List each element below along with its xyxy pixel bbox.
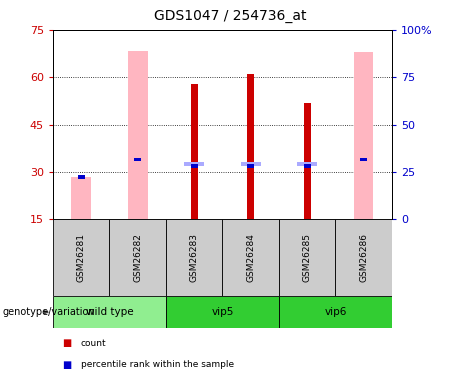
Bar [71,177,91,219]
Bar [166,219,222,296]
Bar [247,74,254,219]
Bar [184,162,204,166]
Bar [128,51,148,219]
Text: genotype/variation: genotype/variation [2,307,95,317]
Bar [53,296,166,328]
Bar [134,158,141,161]
Text: GSM26284: GSM26284 [246,233,255,282]
Bar [53,219,110,296]
Bar [191,84,198,219]
Text: GSM26285: GSM26285 [302,233,312,282]
Bar [304,164,311,168]
Bar [297,162,317,166]
Text: GSM26286: GSM26286 [359,233,368,282]
Bar [335,219,392,296]
Bar [304,103,311,219]
Text: ■: ■ [62,360,71,370]
Bar [354,52,373,219]
Bar [110,219,166,296]
Text: GSM26283: GSM26283 [189,233,199,282]
Text: GSM26281: GSM26281 [77,233,86,282]
Text: ■: ■ [62,338,71,348]
Bar [222,219,279,296]
Text: wild type: wild type [86,307,133,317]
Bar [191,164,198,168]
Bar [360,158,367,161]
Text: vip6: vip6 [324,307,347,317]
Bar [247,164,254,168]
Bar [78,175,85,178]
Text: count: count [81,339,106,348]
Bar [279,296,392,328]
Bar [279,219,336,296]
Bar [241,162,260,166]
Text: percentile rank within the sample: percentile rank within the sample [81,360,234,369]
Text: GSM26282: GSM26282 [133,233,142,282]
Text: GDS1047 / 254736_at: GDS1047 / 254736_at [154,9,307,23]
Text: vip5: vip5 [211,307,234,317]
Bar [166,296,279,328]
